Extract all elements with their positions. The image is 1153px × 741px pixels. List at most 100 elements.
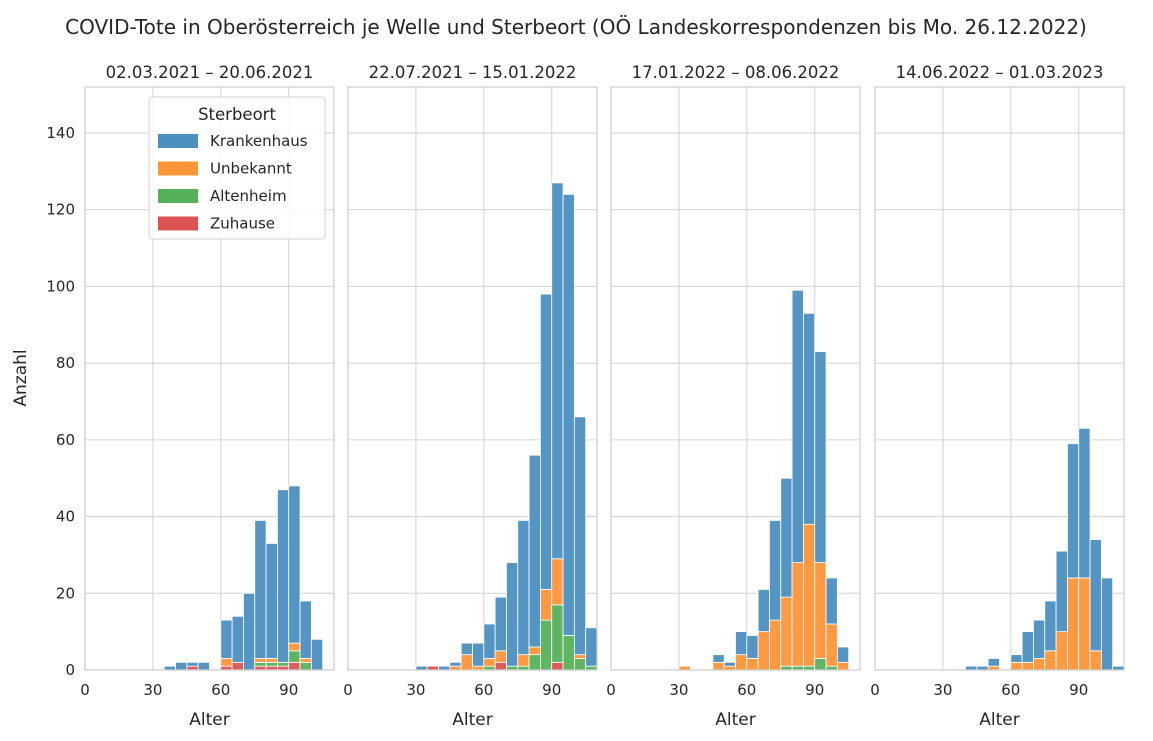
- bar-unbekannt: [540, 589, 553, 621]
- bar-unbekannt: [814, 562, 827, 659]
- bar-krankenhaus: [186, 661, 199, 667]
- bar-krankenhaus: [460, 642, 473, 656]
- x-tick-label: 30: [406, 681, 425, 699]
- x-tick-label: 60: [474, 681, 493, 699]
- x-tick-label: 0: [606, 681, 616, 699]
- bar-krankenhaus: [310, 638, 324, 671]
- legend-box: [148, 96, 326, 240]
- bar-altenheim: [288, 650, 301, 663]
- panel-title: 17.01.2022 – 08.06.2022: [632, 63, 840, 82]
- y-tick-label: 80: [56, 354, 75, 372]
- bar-altenheim: [814, 658, 827, 671]
- y-tick-label: 120: [46, 201, 75, 219]
- bar-unbekannt: [803, 523, 816, 667]
- bar-krankenhaus: [712, 654, 725, 663]
- bar-krankenhaus: [1055, 550, 1068, 633]
- bar-krankenhaus: [803, 312, 816, 525]
- legend-label-zuhause: Zuhause: [210, 215, 275, 233]
- bar-unbekannt: [517, 654, 530, 667]
- legend-label-altenheim: Altenheim: [210, 187, 287, 205]
- bar-unbekannt: [1044, 650, 1057, 671]
- bar-zuhause: [494, 661, 507, 671]
- x-tick-label: 90: [542, 681, 561, 699]
- panel-3: 0 30 60 90 Alter 17.01.2022 – 08.06.2022: [606, 63, 861, 730]
- bar-krankenhaus: [1044, 600, 1057, 652]
- bar-unbekannt: [460, 654, 473, 671]
- bar-krankenhaus: [528, 454, 541, 648]
- bar-krankenhaus: [506, 562, 519, 667]
- legend-swatch-zuhause: [158, 216, 198, 231]
- bar-krankenhaus: [836, 646, 850, 663]
- legend: Sterbeort Krankenhaus Unbekannt Altenheim Zu…: [148, 96, 326, 240]
- bar-unbekannt: [1021, 661, 1034, 671]
- bar-krankenhaus: [769, 520, 782, 621]
- bar-krankenhaus: [562, 193, 575, 636]
- bar-krankenhaus: [1067, 443, 1080, 579]
- panel-title: 22.07.2021 – 15.01.2022: [369, 63, 577, 82]
- bar-altenheim: [540, 619, 553, 671]
- bar-krankenhaus: [1078, 427, 1091, 579]
- bar-unbekannt: [528, 646, 541, 656]
- bar-altenheim: [573, 658, 587, 671]
- legend-swatch-krankenhaus: [158, 134, 198, 148]
- bar-unbekannt: [1055, 631, 1068, 671]
- bar-altenheim: [551, 604, 564, 663]
- bar-krankenhaus: [573, 416, 587, 656]
- bar-krankenhaus: [735, 631, 748, 656]
- bar-unbekannt: [265, 658, 278, 663]
- bar-krankenhaus: [483, 623, 496, 659]
- bar-krankenhaus: [585, 627, 598, 667]
- bar-zuhause: [288, 661, 301, 671]
- x-axis-label: Alter: [189, 710, 229, 730]
- bar-unbekannt: [220, 658, 233, 667]
- bar-unbekannt: [299, 658, 312, 663]
- y-tick-label: 20: [56, 584, 75, 602]
- x-axis-label: Alter: [452, 710, 492, 730]
- x-tick-label: 0: [80, 681, 90, 699]
- bar-zuhause: [231, 661, 244, 671]
- bar-unbekannt: [254, 658, 267, 663]
- bar-krankenhaus: [825, 577, 838, 625]
- bar-unbekannt: [483, 658, 496, 667]
- bar-unbekannt: [1010, 661, 1023, 671]
- x-tick-label: 90: [279, 681, 298, 699]
- bar-unbekannt: [757, 631, 770, 671]
- bar-unbekannt: [1067, 577, 1080, 671]
- bar-unbekannt: [288, 642, 301, 652]
- bar-unbekannt: [551, 558, 564, 606]
- bar-krankenhaus: [551, 182, 564, 560]
- bar-krankenhaus: [1010, 654, 1023, 663]
- x-tick-label: 60: [737, 681, 756, 699]
- bar-unbekannt: [836, 661, 850, 671]
- bar-krankenhaus: [757, 589, 770, 633]
- bar-krankenhaus: [517, 520, 530, 656]
- plot-frame: [347, 86, 598, 671]
- bar-krankenhaus: [197, 661, 210, 671]
- bar-altenheim: [254, 661, 267, 667]
- bar-krankenhaus: [220, 619, 233, 659]
- legend-swatch-unbekannt: [158, 161, 198, 176]
- bar-krankenhaus: [1021, 631, 1034, 663]
- x-tick-label: 60: [1001, 681, 1020, 699]
- x-tick-label: 60: [211, 681, 230, 699]
- bar-altenheim: [265, 661, 278, 667]
- bar-krankenhaus: [780, 477, 793, 598]
- bar-krankenhaus: [1089, 539, 1102, 652]
- bar-unbekannt: [1033, 658, 1046, 671]
- x-tick-label: 0: [870, 681, 880, 699]
- bar-krankenhaus: [472, 642, 485, 667]
- bar-krankenhaus: [1033, 619, 1046, 659]
- legend-title: Sterbeort: [198, 105, 276, 124]
- bar-unbekannt: [735, 654, 748, 671]
- bar-altenheim: [277, 661, 290, 667]
- bar-krankenhaus: [277, 489, 290, 663]
- bar-unbekannt: [494, 650, 507, 663]
- panel-4: 0 30 60 90 Alter 14.06.2022 – 01.03.2023: [870, 63, 1125, 730]
- bar-krankenhaus: [265, 543, 278, 659]
- bar-krankenhaus: [1100, 577, 1114, 671]
- bar-unbekannt: [825, 623, 838, 667]
- bar-krankenhaus: [299, 600, 312, 659]
- legend-swatch-altenheim: [158, 189, 198, 203]
